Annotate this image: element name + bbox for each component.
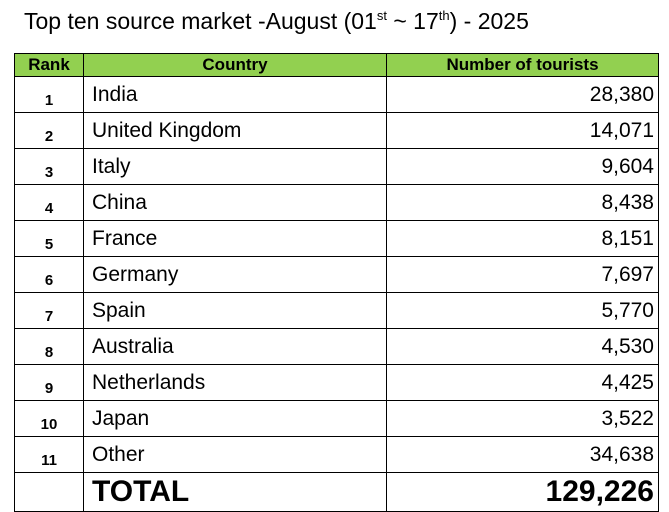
table-row: 10 Japan 3,522	[14, 400, 659, 437]
tourists-cell: 5,770	[386, 292, 659, 329]
country-cell: United Kingdom	[83, 112, 387, 149]
header-cell: Country	[83, 53, 387, 77]
tourists-cell: 7,697	[386, 256, 659, 293]
rank-cell: 2	[14, 112, 84, 149]
table-row: 9 Netherlands 4,425	[14, 364, 659, 401]
country-cell: Netherlands	[83, 364, 387, 401]
rank-cell: 4	[14, 184, 84, 221]
rank-cell: 7	[14, 292, 84, 329]
rank-cell: 9	[14, 364, 84, 401]
table-row: 3 Italy 9,604	[14, 148, 659, 185]
country-cell: Italy	[83, 148, 387, 185]
title-text: Top ten source market -August (01	[24, 8, 377, 34]
tourists-cell: 8,438	[386, 184, 659, 221]
table-row: 2 United Kingdom 14,071	[14, 112, 659, 149]
rank-cell: 8	[14, 328, 84, 365]
title-text: ) - 2025	[449, 8, 529, 34]
country-cell: Germany	[83, 256, 387, 293]
table-row: 4 China 8,438	[14, 184, 659, 221]
tourists-cell: 14,071	[386, 112, 659, 149]
rank-cell	[14, 472, 84, 512]
rank-cell: 11	[14, 436, 84, 473]
title-sup: st	[376, 8, 387, 23]
title: Top ten source market -August (01st ~ 17…	[24, 8, 529, 35]
table-row: 5 France 8,151	[14, 220, 659, 257]
country-cell: Australia	[83, 328, 387, 365]
total-label: TOTAL	[83, 472, 387, 512]
rank-cell: 3	[14, 148, 84, 185]
table-row: 1 India 28,380	[14, 76, 659, 113]
tourists-cell: 34,638	[386, 436, 659, 473]
total-row: TOTAL 129,226	[14, 472, 659, 512]
country-cell: India	[83, 76, 387, 113]
total-value: 129,226	[386, 472, 659, 512]
tourists-cell: 28,380	[386, 76, 659, 113]
tourists-cell: 9,604	[386, 148, 659, 185]
table-header: Rank Country Number of tourists	[14, 53, 659, 77]
rank-cell: 1	[14, 76, 84, 113]
table-row: 11 Other 34,638	[14, 436, 659, 473]
rank-cell: 10	[14, 400, 84, 437]
tourists-cell: 8,151	[386, 220, 659, 257]
title-sup: th	[438, 8, 450, 23]
country-cell: Spain	[83, 292, 387, 329]
header-cell: Number of tourists	[386, 53, 659, 77]
country-cell: China	[83, 184, 387, 221]
table-row: 7 Spain 5,770	[14, 292, 659, 329]
table-row: 6 Germany 7,697	[14, 256, 659, 293]
header-cell: Rank	[14, 53, 84, 77]
market-table: Rank Country Number of tourists 1 India 28…	[14, 53, 659, 512]
tourists-cell: 4,530	[386, 328, 659, 365]
table-row: 8 Australia 4,530	[14, 328, 659, 365]
rank-cell: 5	[14, 220, 84, 257]
country-cell: Other	[83, 436, 387, 473]
rank-cell: 6	[14, 256, 84, 293]
page: {"title": {"parts": ["Top ten source mar…	[14, 8, 659, 512]
tourists-cell: 3,522	[386, 400, 659, 437]
country-cell: Japan	[83, 400, 387, 437]
tourists-cell: 4,425	[386, 364, 659, 401]
header-row: Rank Country Number of tourists	[14, 53, 659, 77]
country-cell: France	[83, 220, 387, 257]
title-text: ~ 17	[386, 8, 439, 34]
table-body: 1 India 28,380 2 United Kingdom 14,071 3 Italy 9…	[14, 76, 659, 512]
